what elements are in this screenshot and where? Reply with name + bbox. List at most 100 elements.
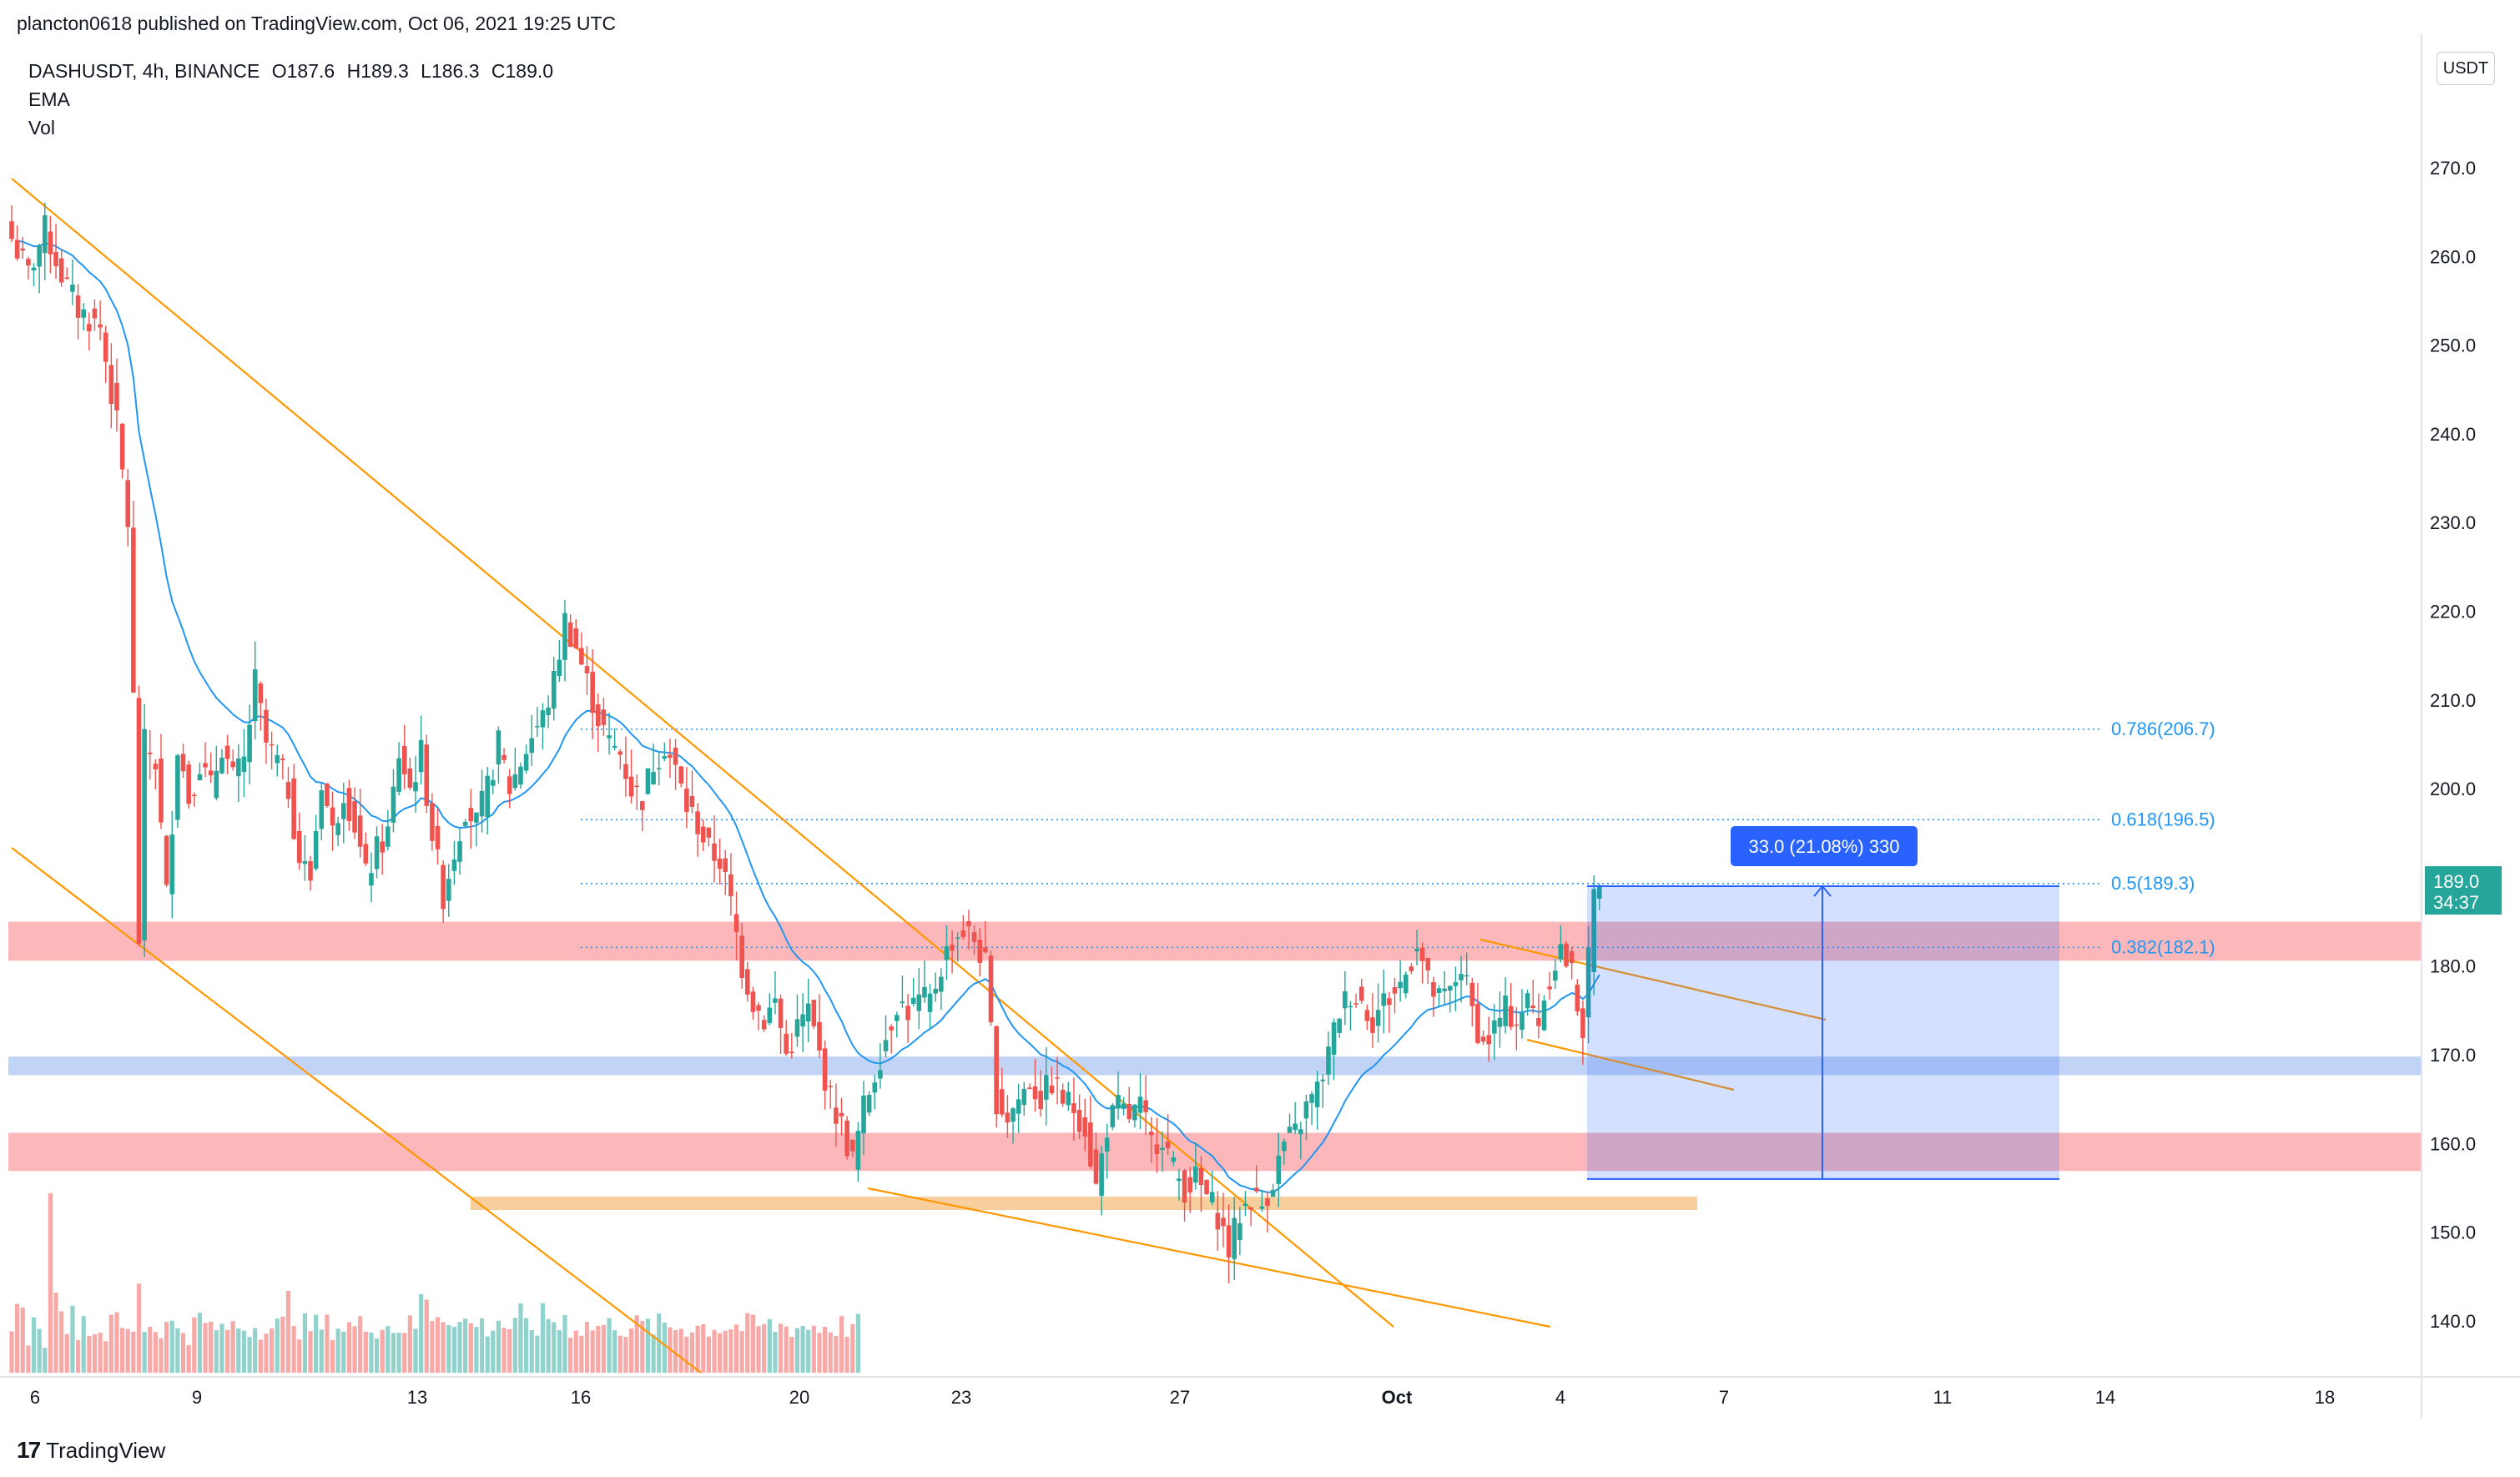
candle-body xyxy=(191,794,197,796)
candle-body xyxy=(1564,943,1569,967)
candle xyxy=(750,986,756,1021)
volume-bar xyxy=(402,1333,407,1373)
candle-body xyxy=(1409,966,1414,971)
candle-body xyxy=(855,1131,861,1170)
price-tick-label: 210.0 xyxy=(2430,690,2476,711)
candle-body xyxy=(374,836,380,870)
candle xyxy=(496,726,501,784)
candle-body xyxy=(994,1026,999,1115)
candle xyxy=(1320,1074,1326,1108)
symbol-legend[interactable]: DASHUSDT, 4h, BINANCE O187.6 H189.3 L186… xyxy=(28,60,560,83)
candle-body xyxy=(1375,1010,1381,1026)
candle-body xyxy=(230,761,235,768)
price-tick-label: 250.0 xyxy=(2430,335,2476,356)
candle xyxy=(441,860,446,923)
volume-bar xyxy=(823,1327,828,1373)
measure-tool[interactable]: 33.0 (21.08%) 330 xyxy=(1587,826,2059,1180)
volume-bar xyxy=(850,1323,855,1373)
candle-body xyxy=(125,480,131,527)
indicator-ema[interactable]: EMA xyxy=(28,88,70,110)
candle xyxy=(424,734,430,814)
volume-bar xyxy=(352,1326,357,1373)
candle-body xyxy=(933,988,939,994)
volume-bar xyxy=(413,1328,418,1373)
volume-bar xyxy=(369,1332,374,1373)
axes: 270.0 260.0 250.0 240.0 230.0 220.0 210.0 200.0… xyxy=(0,33,2520,1419)
candle-body xyxy=(662,756,668,759)
candle-body xyxy=(1514,1024,1520,1026)
volume-bar xyxy=(767,1318,772,1373)
candle xyxy=(335,816,340,847)
candle-body xyxy=(944,945,950,960)
volume-bar xyxy=(43,1348,48,1373)
candle xyxy=(1547,971,1552,1001)
volume-bar xyxy=(718,1333,723,1373)
candle-body xyxy=(203,763,208,768)
time-tick-label: Oct xyxy=(1382,1387,1413,1408)
resistance-zone xyxy=(8,1132,2422,1172)
candle-body xyxy=(883,1040,889,1051)
candle-body xyxy=(617,751,623,755)
candle-body xyxy=(108,365,114,404)
volume-bar xyxy=(148,1326,153,1373)
candle-body xyxy=(1464,975,1469,977)
candle xyxy=(1480,1030,1486,1046)
candle-body xyxy=(567,622,573,648)
candle xyxy=(767,993,773,1026)
volume-bar xyxy=(590,1330,595,1373)
candle-body xyxy=(1331,1022,1337,1055)
candle xyxy=(1398,960,1403,1002)
volume-bar xyxy=(219,1323,224,1373)
candle xyxy=(634,774,639,810)
indicator-volume[interactable]: Vol xyxy=(28,117,55,139)
candle-body xyxy=(794,1019,800,1037)
volume-bar xyxy=(573,1330,578,1373)
candle-body xyxy=(1448,986,1453,991)
candle xyxy=(407,757,413,791)
candle xyxy=(1060,1083,1066,1107)
volume-bar xyxy=(9,1331,14,1373)
volume-bar xyxy=(557,1330,562,1373)
price-zones xyxy=(8,921,2422,1211)
time-tick-label: 27 xyxy=(1170,1387,1190,1408)
candle xyxy=(346,779,352,831)
candle xyxy=(744,961,750,1002)
candle-body xyxy=(900,1001,905,1004)
volume-bar xyxy=(430,1321,435,1373)
currency-button[interactable]: USDT xyxy=(2437,52,2495,85)
candle xyxy=(1093,1132,1099,1185)
candle-body xyxy=(717,858,723,869)
candle-body xyxy=(1419,947,1425,961)
candle xyxy=(1282,1138,1287,1165)
volume-bar xyxy=(291,1325,296,1373)
candle-body xyxy=(1011,1108,1016,1122)
time-tick-label: 11 xyxy=(1933,1387,1953,1408)
volume-bar xyxy=(280,1316,285,1373)
fib-level-label: 0.382(182.1) xyxy=(2111,936,2215,957)
candle xyxy=(983,920,988,954)
candle xyxy=(844,1116,849,1160)
candle-body xyxy=(601,709,607,725)
candle xyxy=(1343,970,1348,1026)
candle-body xyxy=(988,955,994,1023)
price-tick-label: 150.0 xyxy=(2430,1222,2476,1243)
candle-body xyxy=(1453,981,1459,986)
candle-body xyxy=(1370,1017,1375,1033)
candle-body xyxy=(523,754,529,771)
candle-body xyxy=(1326,1046,1331,1075)
candle xyxy=(64,267,70,280)
candle xyxy=(169,810,175,919)
fib-level-label: 0.618(196.5) xyxy=(2111,809,2215,829)
candle-body xyxy=(1536,1018,1541,1026)
price-tick-label: 220.0 xyxy=(2430,602,2476,623)
candle-body xyxy=(789,1051,794,1054)
volume-bar xyxy=(346,1322,352,1373)
candle xyxy=(224,734,230,774)
candle-body xyxy=(169,834,175,895)
volume-bar xyxy=(70,1305,75,1373)
candle-body xyxy=(739,935,744,979)
tradingview-logo[interactable]: 17 TradingView xyxy=(17,1437,165,1464)
candle-body xyxy=(75,295,81,318)
candle xyxy=(645,768,651,795)
